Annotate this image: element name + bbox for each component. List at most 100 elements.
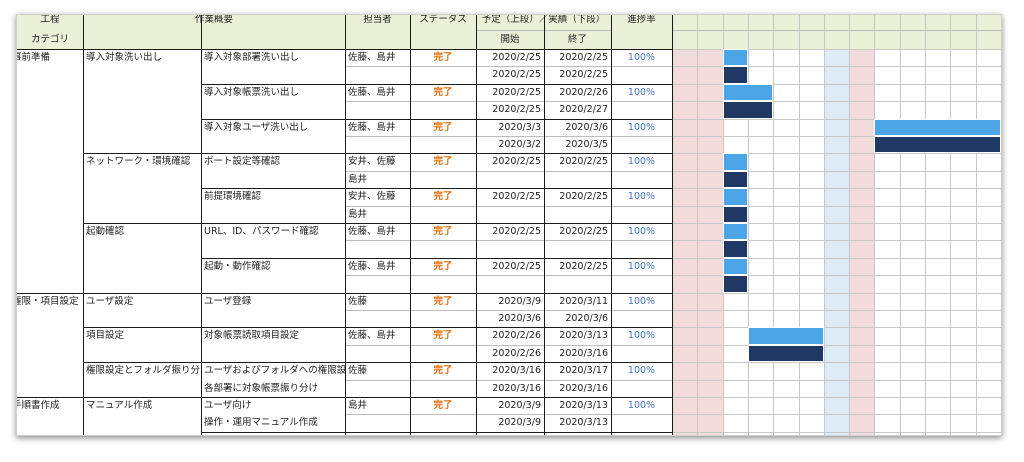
task-progress: 100% [627,86,656,98]
category-label: 項目設定 [86,330,125,342]
plan-start-date: 2020/2/26 [492,330,541,342]
gantt-grid-vline [1001,14,1002,436]
actual-end-date: 2020/3/6 [565,313,608,324]
gantt-grid-hline [672,240,1001,242]
header-row [17,15,672,49]
plan-start-date: 2020/3/16 [492,365,541,377]
task-progress: 100% [627,121,656,133]
gantt-bar-actual [722,205,748,223]
gantt-shaded-column [823,49,850,435]
plan-end-date: 2020/3/13 [559,400,608,411]
gantt-bar-plan [874,118,1001,136]
task-status: 完了 [433,121,453,133]
plan-start-date: 2020/2/25 [492,156,541,168]
row-border [201,83,672,85]
gantt-grid-hline [672,153,1001,155]
gantt-grid-hline [672,223,1001,224]
task-status: 完了 [433,52,453,63]
actual-start-date: 2020/3/2 [498,139,541,150]
row-border [201,188,672,190]
task-name-continued: 各部署に対象帳票振り分け [204,382,319,394]
gantt-grid-vline [925,15,927,435]
task-progress: 100% [627,295,656,307]
task-name: 導入対象帳票洗い出し [204,86,300,98]
actual-end-date: 2020/3/16 [559,347,608,359]
plan-start-date: 2020/2/25 [492,86,541,98]
task-status: 完了 [433,191,453,203]
task-split-line [345,310,672,311]
plan-end-date: 2020/2/25 [559,52,608,63]
task-progress: 100% [627,400,656,411]
task-status: 完了 [433,295,453,307]
header-schedule: 予定（上段）／実績（下段） [481,14,606,25]
plan-end-date: 2020/2/26 [559,86,608,98]
task-progress: 100% [627,52,656,63]
task-status: 完了 [433,226,453,237]
gantt-grid-vline [773,15,775,435]
header-process: 工程 [40,14,60,25]
task-name: URL、ID、パスワード確認 [204,226,319,237]
task-status: 完了 [433,330,453,342]
header-assignee: 担当者 [363,14,392,25]
actual-start-date: 2020/2/25 [492,69,541,81]
task-split-line [345,205,672,207]
actual-start-date: 2020/3/9 [498,417,541,429]
gantt-bar-actual [874,136,1001,154]
task-name: ユーザおよびフォルダへの権限設定 [204,365,345,377]
gantt-grid-hline [672,310,1001,311]
actual-end-date: 2020/3/5 [565,139,608,150]
task-assignee-continued: 島井 [348,173,368,185]
task-split-line [345,344,672,346]
gantt-bar-actual [722,275,748,293]
gantt-bar-plan [747,327,824,345]
gantt-bar-actual [722,66,748,84]
task-assignee-continued: 島井 [348,208,368,220]
category-label: 導入対象洗い出し [86,52,163,63]
gantt-grid-vline [823,15,825,435]
gantt-grid-hline [672,118,1001,120]
gantt-grid-hline [672,327,1001,329]
gantt-grid-hline [672,136,1001,137]
gantt-grid-vline [950,15,952,435]
task-split-line [345,101,672,103]
gantt-grid-vline [747,15,749,435]
row-border [201,257,672,259]
header-end: 終了 [567,34,587,45]
task-name: 導入対象部署洗い出し [204,52,300,63]
row-border [17,292,672,294]
gantt-header [672,15,1001,49]
category-label: ユーザ設定 [86,295,134,307]
task-name: 前提環境確認 [204,191,262,203]
gantt-bar-plan [722,188,748,206]
task-split-line [345,240,672,242]
gantt-grid-vline [874,15,876,435]
gantt-bar-actual [722,240,748,258]
gantt-grid-hline [672,205,1001,207]
gantt-grid-hline [672,275,1001,277]
gantt-grid-hline [672,344,1001,346]
task-progress: 100% [627,330,656,342]
row-border [17,397,672,398]
task-split-line [345,275,672,277]
gantt-grid-hline [672,101,1001,103]
row-border [201,431,672,433]
gantt-grid-hline [672,170,1001,172]
gantt-grid-vline [849,15,851,435]
task-split-line [345,379,672,381]
column-border [544,15,545,435]
section-label: 手順書作成 [16,400,60,411]
gantt-grid-vline [899,15,901,435]
task-assignee: 佐藤、島井 [348,52,396,63]
task-name: 対象帳票読取項目設定 [204,330,300,342]
gantt-bar-actual [722,170,748,189]
gantt-grid-vline [975,15,977,435]
section-label: 事前準備 [17,52,51,63]
gantt-shaded-column [697,49,723,435]
plan-end-date: 2020/3/11 [559,295,608,307]
actual-end-date: 2020/3/16 [559,382,608,394]
task-assignee: 佐藤 [348,365,368,377]
gantt-grid-hline [672,292,1001,294]
header-split-line [476,30,611,31]
task-status: 完了 [433,156,453,168]
header-overview: 作業概要 [194,14,233,25]
